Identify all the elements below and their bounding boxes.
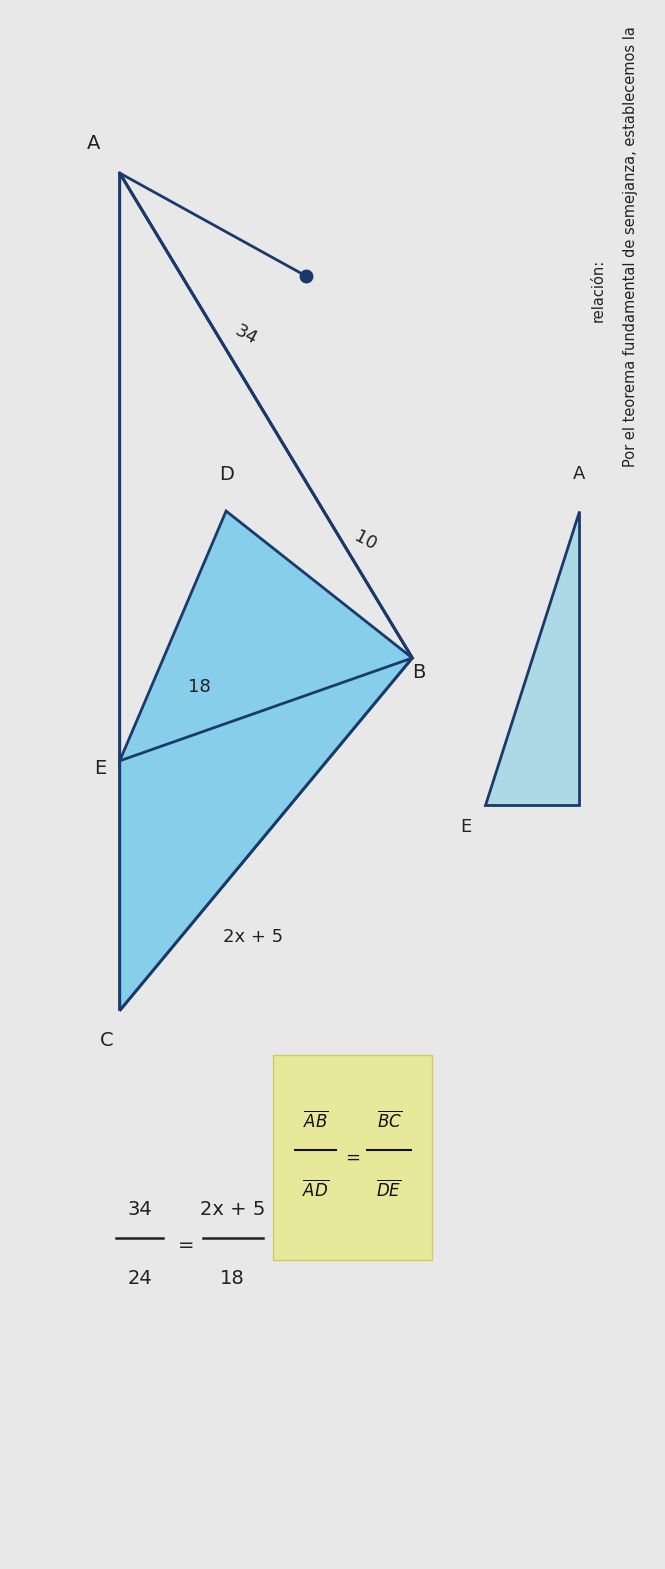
Text: relación:: relación: [590, 259, 605, 322]
Text: A: A [573, 466, 585, 483]
Text: $\overline{AD}$: $\overline{AD}$ [303, 1180, 329, 1200]
Text: 2x + 5: 2x + 5 [200, 1200, 265, 1219]
Text: $\overline{DE}$: $\overline{DE}$ [376, 1180, 402, 1200]
Text: $\overline{AB}$: $\overline{AB}$ [303, 1111, 329, 1131]
Text: 10: 10 [352, 527, 380, 554]
Text: D: D [219, 464, 233, 483]
Text: Por el teorema fundamental de semejanza, establecemos la: Por el teorema fundamental de semejanza,… [623, 27, 638, 468]
Text: E: E [94, 759, 106, 778]
Text: C: C [100, 1031, 113, 1050]
Text: B: B [412, 664, 426, 683]
Text: 34: 34 [127, 1200, 152, 1219]
FancyBboxPatch shape [273, 1054, 432, 1260]
Text: E: E [460, 817, 471, 836]
Text: =: = [178, 1236, 194, 1255]
Text: $\overline{BC}$: $\overline{BC}$ [376, 1111, 402, 1131]
Text: 34: 34 [231, 322, 261, 348]
Text: =: = [345, 1149, 360, 1167]
Text: A: A [86, 135, 100, 154]
Text: 18: 18 [188, 678, 211, 697]
Text: 24: 24 [127, 1269, 152, 1288]
Text: 18: 18 [220, 1269, 245, 1288]
Text: 2x + 5: 2x + 5 [223, 929, 283, 946]
Polygon shape [120, 511, 412, 1010]
Polygon shape [485, 511, 579, 805]
